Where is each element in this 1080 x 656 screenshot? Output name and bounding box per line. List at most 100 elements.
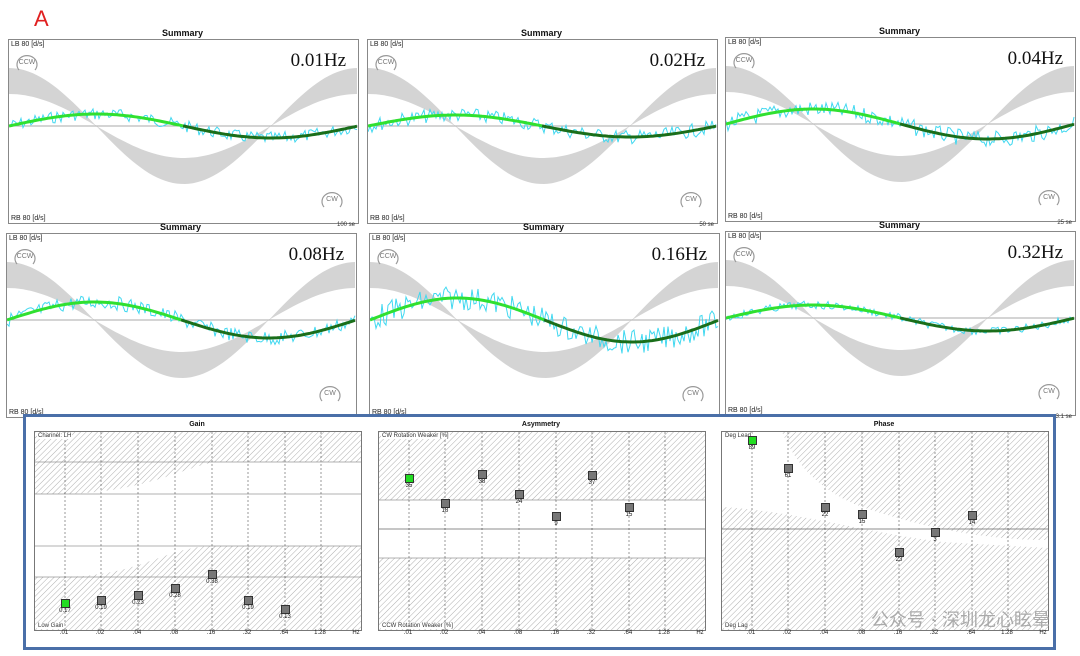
x-unit-label: Hz (1039, 630, 1047, 636)
data-value-label: 24 (515, 499, 523, 506)
data-value-label: 0.28 (169, 592, 181, 599)
data-value-label: 0.23 (132, 599, 144, 606)
summary-title: Summary (878, 26, 921, 36)
top-axis-label: LB 80 [d/s] (11, 41, 45, 48)
data-marker[interactable] (858, 510, 867, 519)
data-marker[interactable] (931, 528, 940, 537)
data-marker[interactable] (441, 498, 450, 508)
x-tick-label: 1.28 (314, 630, 326, 636)
data-marker[interactable] (478, 469, 487, 479)
data-value-label: 3 (933, 537, 937, 543)
x-tick-label: .01 (59, 630, 69, 636)
rotation-icon-label: CCW (377, 59, 395, 66)
data-value-label: 61 (784, 473, 792, 479)
bottom-axis-label: RB 80 [d/s] (11, 215, 46, 222)
frequency-label: 0.08Hz (288, 244, 344, 265)
data-marker[interactable] (515, 490, 524, 500)
fit-curve-positive (7, 300, 182, 322)
data-value-label: 0.17 (59, 608, 71, 615)
data-value-label: 18 (441, 507, 449, 514)
summary-panel: Summary LB 80 [d/s] RB 80 [d/s] 0.16Hz CCW CW… (369, 222, 720, 425)
data-marker-selected[interactable] (748, 436, 757, 445)
data-marker[interactable] (281, 604, 290, 614)
ccw-rotation-icon: CCW (732, 50, 756, 74)
analysis-asymmetry-chart: Asymmetry CW Rotation Weaker [%] CCW Rotat… (378, 421, 706, 639)
summary-title: Summary (520, 28, 563, 38)
cw-rotation-icon: CW (320, 189, 344, 213)
top-axis-label: LB 80 [d/s] (370, 41, 404, 48)
frequency-label: 0.01Hz (290, 50, 346, 71)
data-marker[interactable] (134, 590, 143, 600)
x-tick-label: .32 (929, 630, 939, 636)
data-marker-selected[interactable] (405, 474, 414, 484)
data-marker[interactable] (625, 503, 634, 513)
summary-panel: Summary LB 80 [d/s] RB 80 [d/s] 0.04Hz CCW CW… (725, 26, 1076, 229)
bottom-axis-label: RB 80 [d/s] (370, 215, 405, 222)
summary-svg (9, 68, 358, 184)
data-marker[interactable] (552, 511, 561, 521)
x-tick-label: .01 (746, 630, 756, 636)
rotation-icon-label: CW (1043, 194, 1055, 201)
summary-svg (368, 68, 717, 184)
summary-panel: Summary LB 80 [d/s] RB 80 [d/s] 0.32Hz CCW CW… (725, 220, 1076, 423)
bottom-axis-label: RB 80 [d/s] (728, 407, 763, 414)
summary-title: Summary (159, 222, 202, 232)
abnormal-region-high (35, 432, 361, 494)
top-axis-label: LB 80 [d/s] (728, 233, 762, 240)
data-marker[interactable] (784, 464, 793, 473)
summary-title: Summary (878, 220, 921, 230)
abnormal-region-low (379, 558, 705, 630)
frequency-label: 0.02Hz (649, 50, 705, 71)
summary-plot: LB 80 [d/s] RB 80 [d/s] 0.01Hz CCW CW (8, 39, 359, 224)
rotation-icon-label: CW (1043, 388, 1055, 395)
data-marker[interactable] (208, 569, 217, 579)
fit-curve-negative (541, 124, 717, 139)
x-tick-label: 1.28 (658, 630, 670, 636)
duration-label: 100 se (336, 222, 355, 228)
data-value-label: 0.38 (206, 578, 218, 585)
x-tick-label: 1.28 (1001, 630, 1013, 636)
data-marker[interactable] (97, 596, 106, 606)
rotation-icon-label: CW (685, 196, 697, 203)
frequency-label: 0.04Hz (1007, 48, 1063, 69)
bottom-axis-label: RB 80 [d/s] (9, 409, 44, 416)
stimulus-band (370, 262, 718, 378)
summary-svg (7, 262, 356, 378)
duration-label: 3.1 se (1055, 414, 1072, 420)
summary-plot: LB 80 [d/s] RB 80 [d/s] 0.08Hz CCW CW (6, 233, 357, 418)
x-tick-label: .08 (513, 630, 523, 636)
x-tick-label: .02 (439, 630, 449, 636)
x-tick-label: .16 (893, 630, 903, 636)
fit-curve-positive (368, 113, 543, 128)
summary-panel: Summary LB 80 [d/s] RB 80 [d/s] 0.02Hz CCW CW… (367, 28, 718, 231)
data-marker[interactable] (588, 471, 597, 481)
top-axis-label: LB 80 [d/s] (728, 39, 762, 46)
chart-svg (35, 432, 361, 630)
data-value-label: 0.19 (95, 605, 107, 612)
x-tick-label: .64 (966, 630, 976, 636)
summary-title: Summary (161, 28, 204, 38)
top-axis-label: LB 80 [d/s] (372, 235, 406, 242)
rotation-icon-label: CCW (16, 253, 34, 260)
bottom-axis-label: RB 80 [d/s] (728, 213, 763, 220)
top-left-label: CW Rotation Weaker [%] (381, 433, 450, 439)
data-marker[interactable] (968, 511, 977, 520)
fit-curve-positive (9, 112, 184, 128)
bottom-left-label: CCW Rotation Weaker [%] (381, 623, 454, 629)
data-value-label: 89 (748, 445, 756, 451)
data-marker[interactable] (244, 596, 253, 606)
rotation-icon-label: CCW (735, 251, 753, 258)
stimulus-band (726, 260, 1074, 376)
x-tick-label: .04 (476, 630, 486, 636)
data-marker[interactable] (895, 548, 904, 557)
fit-curve-negative (899, 122, 1075, 141)
chart-plot-area: CW Rotation Weaker [%] CCW Rotation Weake… (378, 431, 706, 631)
data-marker[interactable] (821, 503, 830, 512)
duration-label: 50 se (699, 222, 714, 228)
chart-title: Asymmetry (521, 421, 561, 428)
data-marker-selected[interactable] (61, 599, 70, 609)
data-marker[interactable] (171, 583, 180, 593)
top-axis-label: LB 80 [d/s] (9, 235, 43, 242)
